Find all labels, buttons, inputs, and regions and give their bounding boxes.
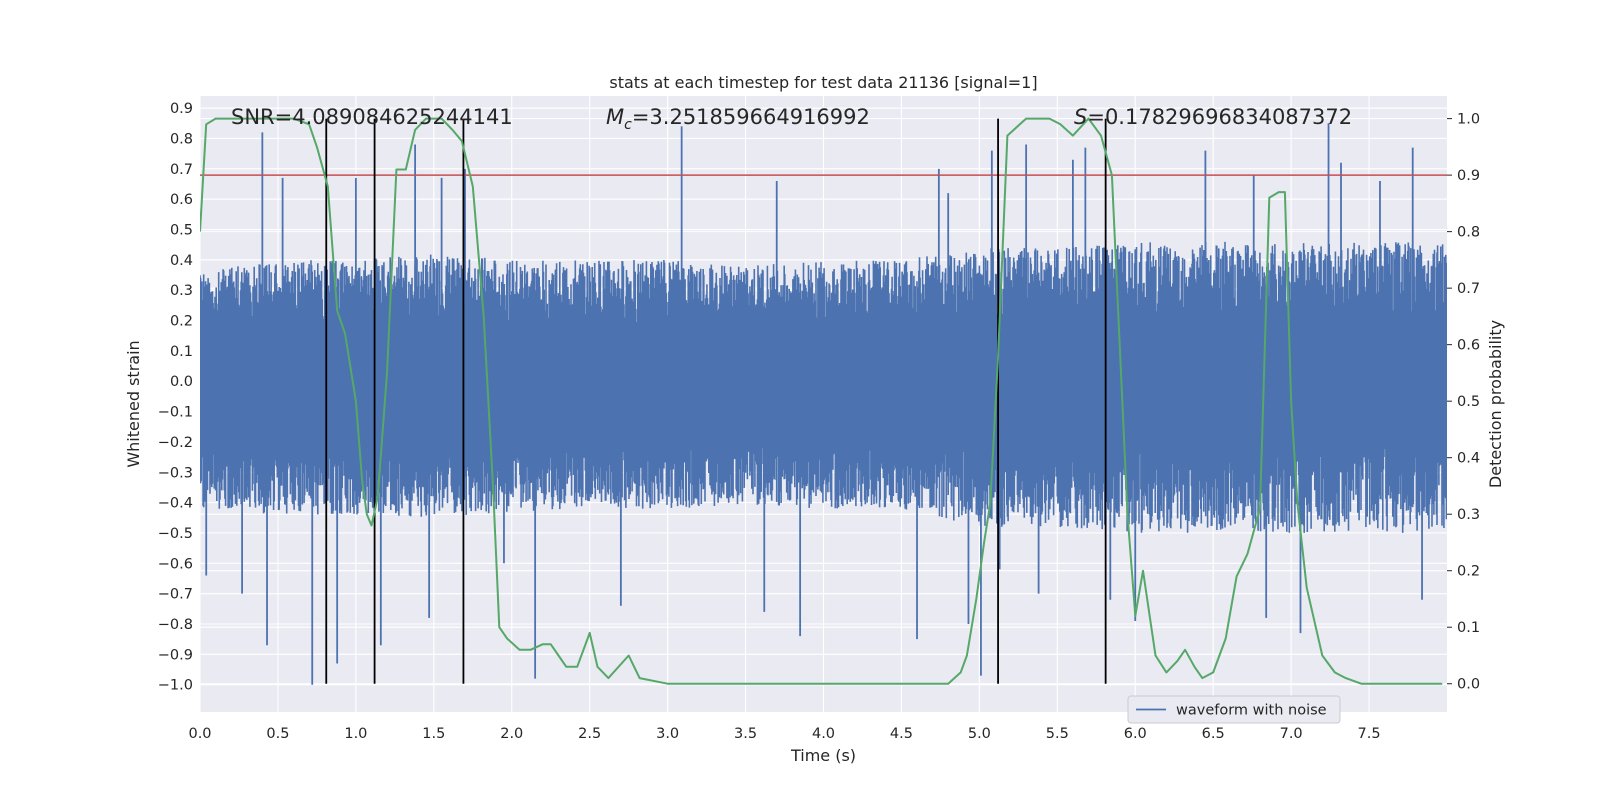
y-tick-label-left: −1.0 [158, 678, 193, 694]
y-tick-label-right: 0.9 [1457, 168, 1480, 184]
s-value: =0.17829696834087372 [1087, 105, 1352, 129]
x-tick-label: 1.5 [422, 726, 445, 742]
y-tick-label-left: 0.3 [170, 283, 193, 299]
legend: waveform with noise [1127, 695, 1341, 724]
y-tick-label-right: 0.8 [1457, 225, 1480, 241]
y-tick-label-left: 0.8 [170, 131, 193, 147]
y-ticks-left: 0.9 0.8 0.7 0.6 0.5 0.4 0.3 0.2 0.1 0.0 −0.1 −0.2 −0… [158, 101, 193, 694]
x-tick-label: 5.5 [1046, 726, 1069, 742]
y-tick-label-left: −0.8 [158, 617, 193, 633]
y-tick-label-right: 0.1 [1457, 620, 1480, 636]
x-axis-label: Time (s) [790, 746, 856, 765]
y-tick-label-right: 1.0 [1457, 112, 1480, 128]
s-symbol: S [1074, 105, 1087, 129]
s-annotation: S=0.17829696834087372 [1074, 105, 1352, 129]
y-tick-label-left: 0.5 [170, 223, 193, 239]
y-tick-label-right: 0.5 [1457, 394, 1480, 410]
y-tick-label-left: 0.0 [170, 374, 193, 390]
x-tick-label: 0.5 [266, 726, 289, 742]
y-axis-label-right: Detection probability [1486, 320, 1505, 488]
y-tick-label-left: 0.2 [170, 314, 193, 330]
y-tick-label-left: −0.6 [158, 556, 193, 572]
plot-area [200, 117, 1447, 685]
strain-spikes [205, 123, 1423, 685]
x-tick-label: 7.5 [1358, 726, 1381, 742]
y-tick-label-left: −0.9 [158, 647, 193, 663]
y-tick-label-right: 0.7 [1457, 281, 1480, 297]
y-tick-label-left: −0.4 [158, 496, 193, 512]
y-tick-label-left: 0.9 [170, 101, 193, 117]
probability-line [200, 117, 1443, 685]
x-tick-label: 6.0 [1124, 726, 1147, 742]
strain-noise-band [200, 241, 1447, 533]
legend-box [1127, 695, 1341, 724]
y-tick-label-left: 0.7 [170, 162, 193, 178]
x-tick-label: 4.0 [812, 726, 835, 742]
x-tick-label: 0.0 [188, 726, 211, 742]
y-tick-label-left: −0.7 [158, 587, 193, 603]
probability-series [200, 117, 1443, 685]
y-tick-label-left: −0.3 [158, 465, 193, 481]
x-tick-label: 4.5 [890, 726, 913, 742]
x-tick-label: 3.0 [656, 726, 679, 742]
x-tick-label: 2.5 [578, 726, 601, 742]
vertical-markers [325, 118, 1107, 684]
y-tick-label-left: −0.2 [158, 435, 193, 451]
y-tick-label-right: 0.3 [1457, 507, 1480, 523]
y-tick-label-right: 0.0 [1457, 677, 1480, 693]
x-tick-label: 5.0 [968, 726, 991, 742]
x-tick-label: 3.5 [734, 726, 757, 742]
y-tick-label-left: 0.1 [170, 344, 193, 360]
x-ticks: 0.0 0.5 1.0 1.5 2.0 2.5 3.0 3.5 4.0 4.5 5.0 5.5 6.0 6… [188, 726, 1380, 742]
chart-title: stats at each timestep for test data 211… [609, 73, 1037, 92]
y-tick-label-right: 0.6 [1457, 338, 1480, 354]
legend-label-waveform: waveform with noise [1176, 703, 1327, 719]
chirp-mass-symbol: M [606, 105, 624, 129]
snr-annotation: SNR=4.089084625244141 [231, 105, 513, 129]
chirp-mass-annotation: Mc=3.251859664916992 [606, 105, 870, 133]
y-ticks-right: 1.0 0.9 0.8 0.7 0.6 0.5 0.4 0.3 0.2 0.1 0.0 [1447, 112, 1480, 693]
y-axis-label-left: Whitened strain [124, 340, 143, 467]
y-tick-label-right: 0.2 [1457, 564, 1480, 580]
y-tick-label-left: 0.6 [170, 192, 193, 208]
x-tick-label: 1.0 [344, 726, 367, 742]
y-tick-label-left: −0.1 [158, 405, 193, 421]
y-tick-label-left: 0.4 [170, 253, 193, 269]
x-tick-label: 2.0 [500, 726, 523, 742]
strain-series [200, 241, 1447, 533]
x-tick-label: 7.0 [1280, 726, 1303, 742]
y-tick-label-right: 0.4 [1457, 451, 1480, 467]
x-tick-label: 6.5 [1202, 726, 1225, 742]
y-tick-label-left: −0.5 [158, 526, 193, 542]
chirp-mass-value: =3.251859664916992 [632, 105, 870, 129]
chirp-mass-subscript: c [624, 117, 632, 133]
